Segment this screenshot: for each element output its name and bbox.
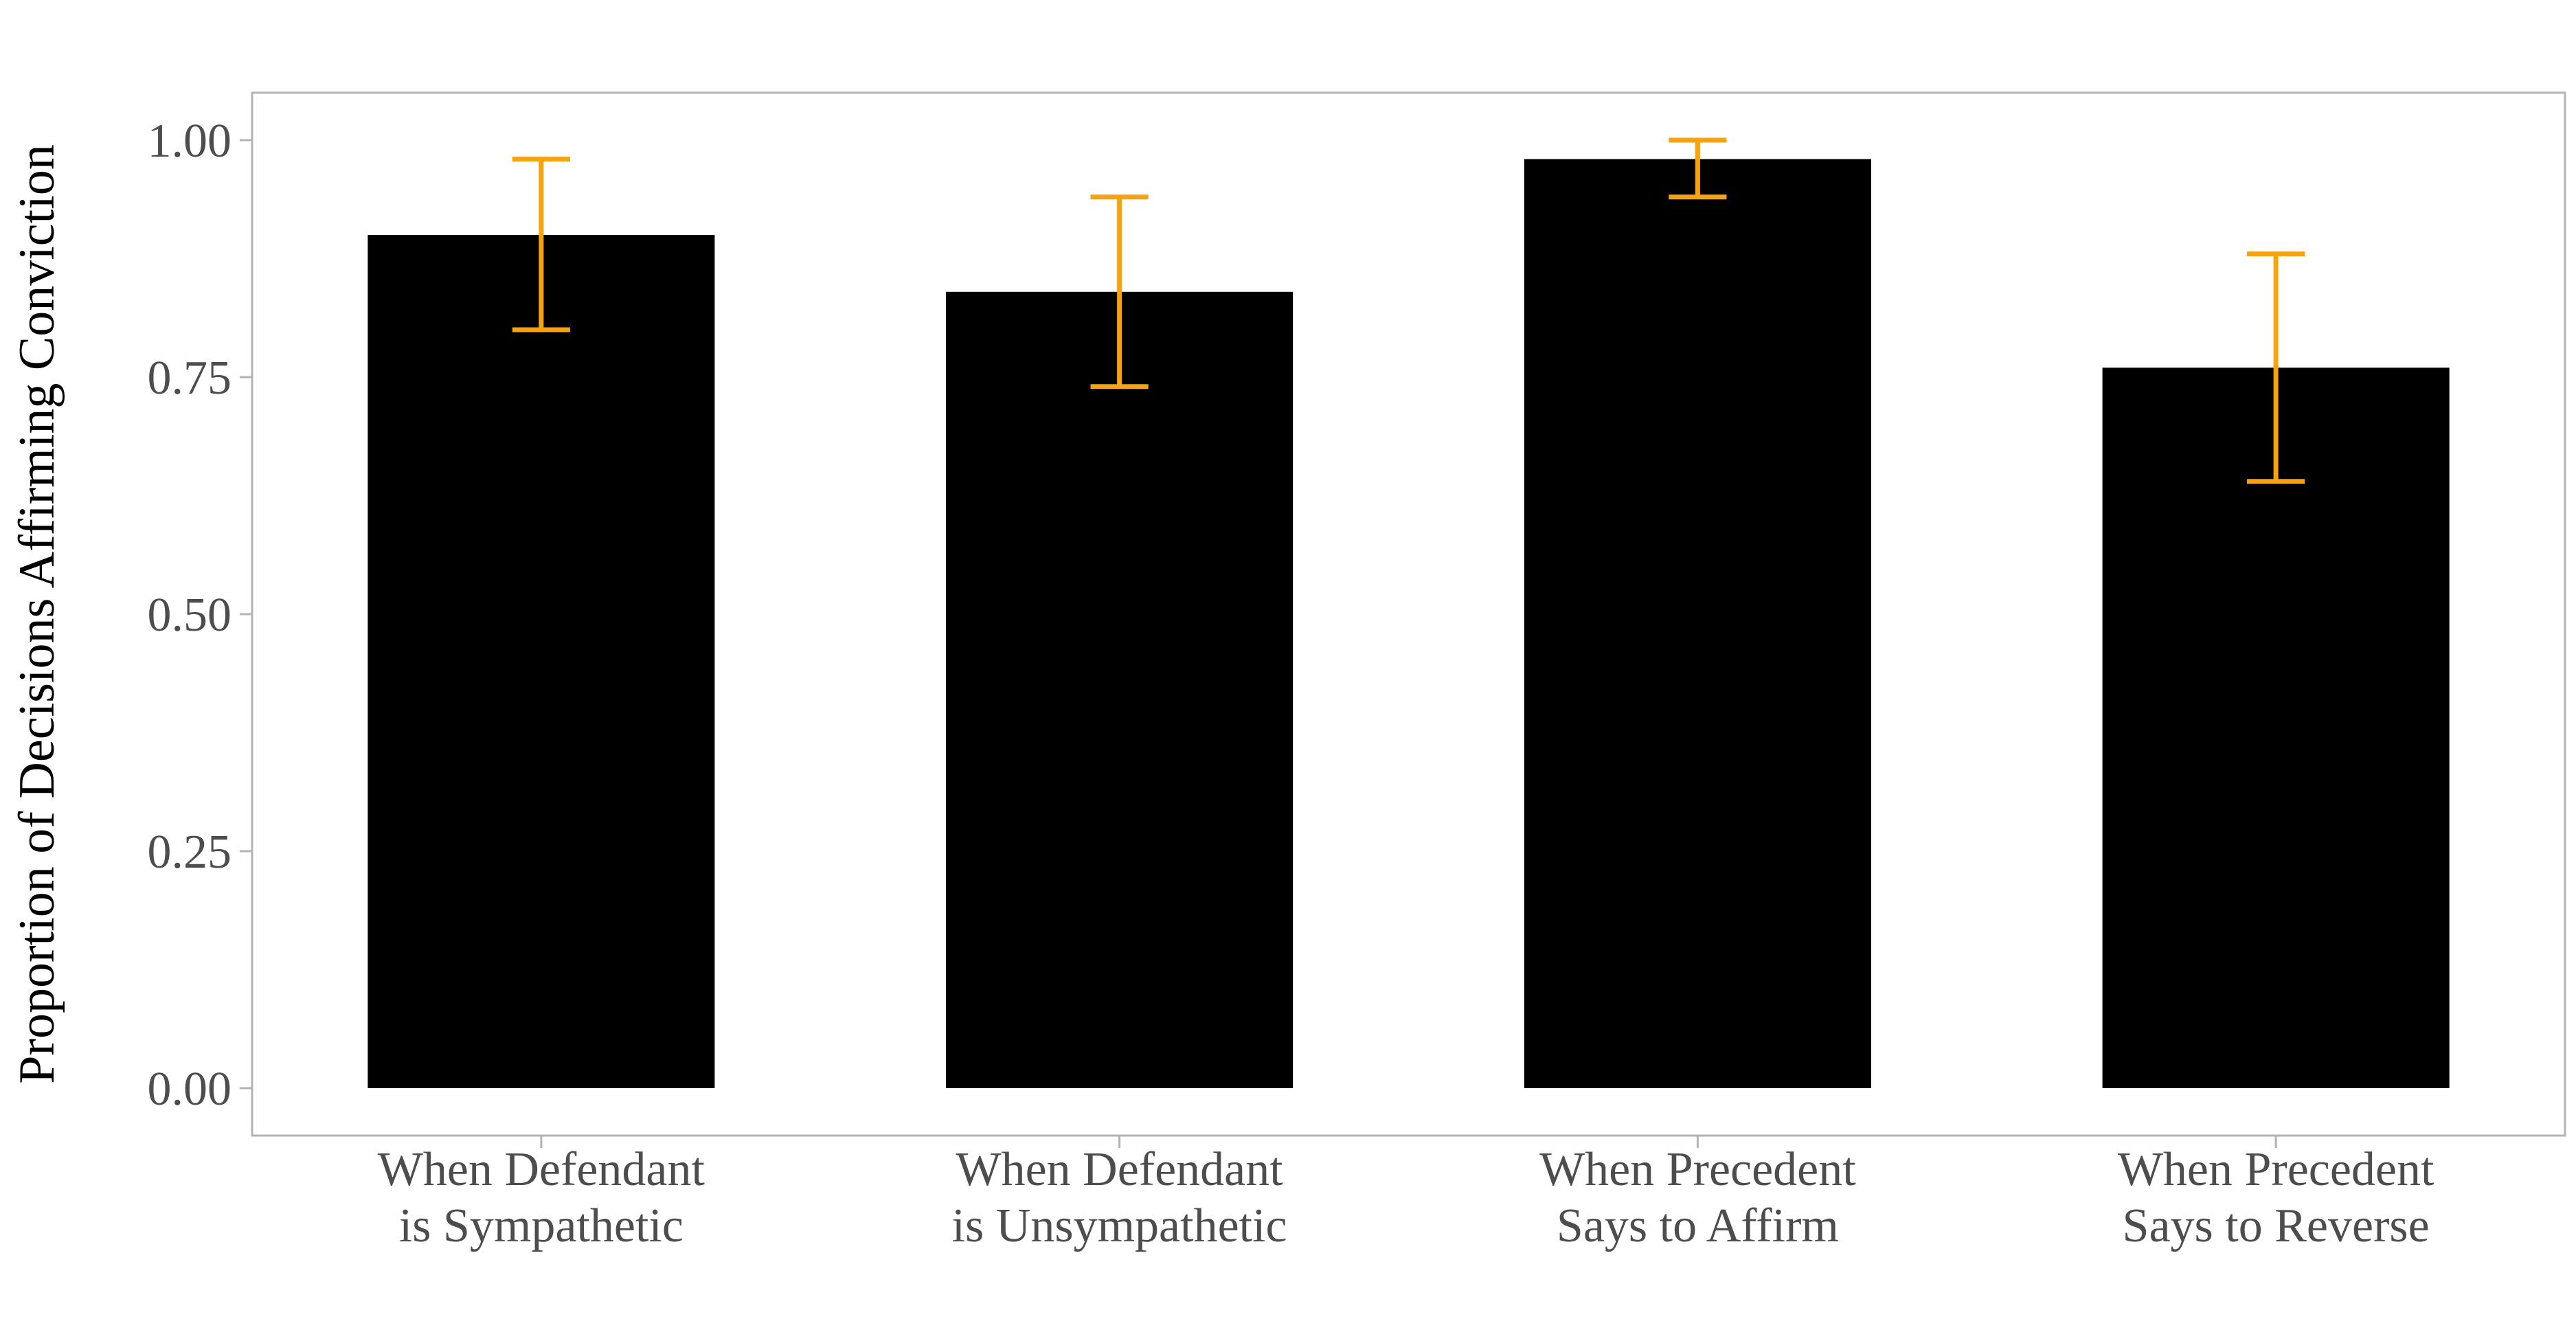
x-tick-label: When Defendant is Sympathetic: [378, 1143, 705, 1252]
y-tick-label: 0.50: [148, 589, 232, 642]
x-tick-label: When Defendant is Unsympathetic: [952, 1143, 1287, 1252]
y-tick-label: 1.00: [148, 115, 232, 168]
x-tick-label-line: When Defendant: [956, 1143, 1284, 1196]
y-tick-label: 0.00: [148, 1063, 232, 1116]
x-tick-label-line: is Unsympathetic: [952, 1199, 1287, 1252]
x-tick-label: When Precedent Says to Affirm: [1539, 1143, 1856, 1252]
x-tick-label-line: is Sympathetic: [399, 1199, 683, 1252]
y-axis-title: Proportion of Decisions Affirming Convic…: [9, 144, 65, 1084]
error-bars-layer: [512, 137, 2305, 484]
error-bar: [2247, 251, 2305, 484]
error-bar: [1669, 137, 1727, 200]
bars-layer: [368, 159, 2450, 1089]
x-tick-label-line: Says to Reverse: [2123, 1199, 2430, 1252]
x-tick-label-line: When Defendant: [378, 1143, 705, 1196]
x-tick-label: When Precedent Says to Reverse: [2118, 1143, 2434, 1252]
x-tick-label-line: When Precedent: [1539, 1143, 1856, 1196]
y-axis: 0.00 0.25 0.50 0.75 1.00: [148, 115, 252, 1116]
y-tick-label: 0.75: [148, 352, 232, 405]
bar: [2102, 368, 2450, 1089]
x-tick-label-line: Says to Affirm: [1557, 1199, 1839, 1252]
bar: [946, 291, 1293, 1088]
error-bar: [512, 157, 570, 332]
y-tick-label: 0.25: [148, 826, 232, 879]
error-bar: [1090, 194, 1149, 390]
bar: [1524, 159, 1871, 1089]
bar: [368, 235, 715, 1088]
x-tick-label-line: When Precedent: [2118, 1143, 2434, 1196]
